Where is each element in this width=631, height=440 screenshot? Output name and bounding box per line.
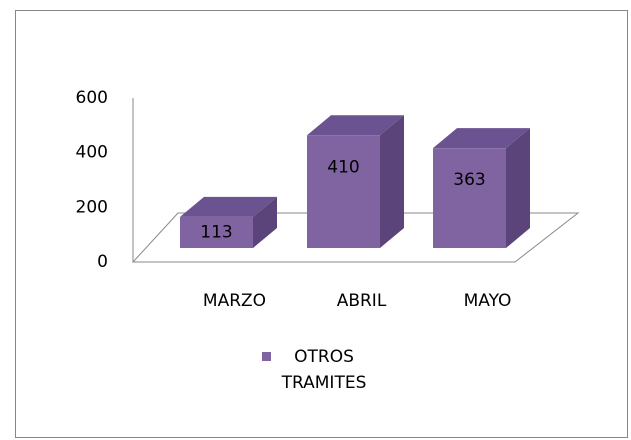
bar — [180, 216, 253, 248]
bar — [307, 135, 380, 248]
x-tick-label: ABRIL — [337, 291, 387, 311]
y-tick-label: 400 — [76, 143, 108, 163]
floor — [131, 212, 580, 263]
value-label: 363 — [453, 170, 485, 190]
bar-top — [180, 196, 277, 217]
legend-label: OTROS TRAMITES — [281, 347, 367, 393]
x-tick-label: MARZO — [203, 291, 266, 311]
value-label: 113 — [200, 222, 232, 242]
bar-side — [380, 115, 404, 248]
legend: OTROS TRAMITES — [262, 344, 382, 396]
value-label: 410 — [327, 157, 359, 177]
y-tick-label: 200 — [76, 197, 108, 217]
bar-side — [506, 128, 530, 248]
bar-side — [253, 196, 277, 248]
bar — [433, 148, 506, 248]
x-tick-label: MAYO — [464, 291, 512, 311]
bar-top — [307, 115, 404, 136]
y-tick-label: 600 — [76, 88, 108, 108]
y-tick-label: 0 — [97, 252, 108, 272]
legend-key — [262, 352, 271, 361]
bar-top — [433, 128, 530, 149]
